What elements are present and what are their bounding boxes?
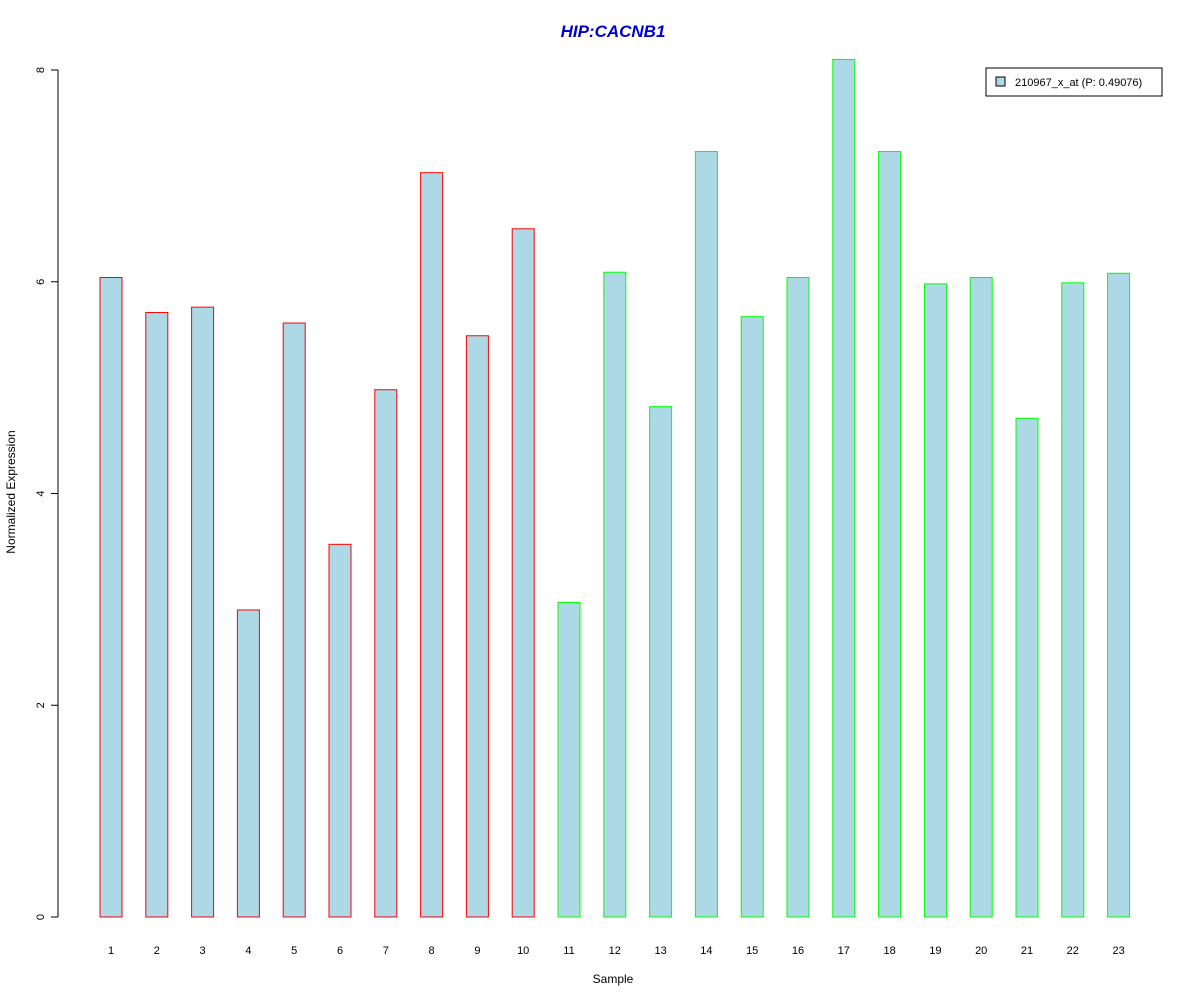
x-tick-label: 5 (291, 945, 297, 957)
x-tick-label: 1 (108, 945, 114, 957)
x-tick-label: 16 (792, 945, 804, 957)
bar-sample-8 (420, 172, 444, 918)
y-axis-label: Normalized Expression (4, 430, 18, 553)
x-tick-label: 19 (929, 945, 941, 957)
bar-sample-23 (1107, 272, 1131, 918)
bar-sample-7 (374, 389, 398, 918)
bar-sample-20 (969, 277, 993, 918)
x-tick-label: 18 (883, 945, 895, 957)
x-tick-label: 6 (337, 945, 343, 957)
bar-sample-2 (145, 311, 169, 918)
y-tick-label: 6 (35, 279, 47, 285)
x-tick-label: 22 (1067, 945, 1079, 957)
chart-title: HIP:CACNB1 (561, 22, 666, 41)
x-tick-label: 2 (154, 945, 160, 957)
x-tick-label: 17 (838, 945, 850, 957)
bar-sample-9 (465, 335, 489, 918)
y-tick-label: 0 (35, 914, 47, 920)
bar-sample-5 (282, 322, 306, 918)
bar-sample-15 (740, 316, 764, 918)
bar-sample-13 (649, 406, 673, 918)
x-tick-label: 14 (700, 945, 712, 957)
bar-sample-10 (511, 228, 535, 918)
y-tick-label: 4 (35, 490, 47, 496)
bar-sample-6 (328, 543, 352, 918)
bar-sample-1 (99, 277, 123, 918)
legend: 210967_x_at (P: 0.49076) (985, 67, 1163, 97)
bar-sample-18 (878, 151, 902, 918)
x-tick-label: 11 (563, 945, 574, 957)
x-tick-label: 12 (609, 945, 621, 957)
bar-sample-22 (1061, 282, 1085, 918)
y-tick-label: 2 (35, 702, 47, 708)
x-tick-label: 3 (200, 945, 206, 957)
x-tick-label: 21 (1021, 945, 1033, 957)
x-tick-label: 23 (1112, 945, 1124, 957)
legend-box (985, 67, 1163, 97)
bar-sample-11 (557, 602, 581, 918)
legend-swatch (995, 76, 1006, 87)
x-axis-label: Sample (593, 972, 634, 986)
bar-sample-17 (832, 58, 856, 918)
x-tick-label: 7 (383, 945, 389, 957)
x-tick-label: 10 (517, 945, 529, 957)
bar-sample-14 (694, 151, 718, 918)
y-tick-label: 8 (35, 67, 47, 73)
x-axis-tick-labels: 1 2 3 4 5 6 7 8 9 10 11 12 13 14 15 16 17 18 19 20 21 22 23 (108, 945, 1125, 957)
y-axis-ticks: 0 2 4 6 8 (35, 67, 58, 920)
bar-sample-12 (603, 271, 627, 918)
bar-sample-4 (236, 609, 260, 918)
x-tick-label: 15 (746, 945, 758, 957)
x-tick-label: 9 (474, 945, 480, 957)
bars (99, 58, 1131, 918)
x-tick-label: 20 (975, 945, 987, 957)
legend-label: 210967_x_at (P: 0.49076) (1015, 77, 1142, 89)
x-tick-label: 13 (654, 945, 666, 957)
bar-sample-19 (923, 283, 947, 918)
bar-sample-21 (1015, 417, 1039, 918)
x-tick-label: 8 (429, 945, 435, 957)
bar-sample-3 (191, 306, 215, 918)
x-tick-label: 4 (245, 945, 251, 957)
bar-sample-16 (786, 277, 810, 918)
